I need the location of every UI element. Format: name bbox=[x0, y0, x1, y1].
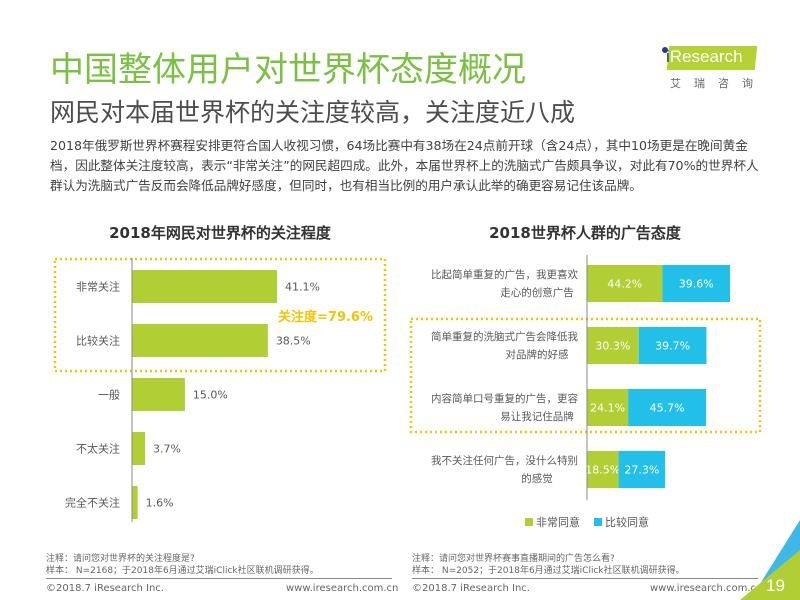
right-copyright: ©2018.7 iResearch Inc. bbox=[412, 583, 530, 594]
left-divider bbox=[46, 578, 392, 579]
bar-3 bbox=[132, 378, 185, 411]
legend-label-very-agree: 非常同意 bbox=[536, 515, 580, 529]
legend-swatch-agree bbox=[594, 518, 602, 526]
bar-segment-agree-3 bbox=[628, 389, 707, 426]
page-title: 中国整体用户对世界杯态度概况 bbox=[50, 50, 526, 90]
corner-decoration bbox=[740, 520, 800, 600]
right-sample: 样本： N=2052；于2018年6月通过艾瑞iClick社区联机调研获得。 bbox=[412, 566, 685, 576]
category-label-line2: 易让我记住品牌 bbox=[500, 410, 574, 423]
page-subtitle: 网民对本届世界杯的关注度较高，关注度近八成 bbox=[50, 98, 576, 127]
left-sample: 样本： N=2168；于2018年6月通过艾瑞iClick社区联机调研获得。 bbox=[46, 566, 319, 576]
bar-segment-very-agree-4 bbox=[587, 451, 619, 488]
right-website-link[interactable]: www.iresearch.com.cn bbox=[650, 583, 763, 594]
segment-value-label: 18.5% bbox=[585, 464, 620, 477]
bar-segment-agree-2 bbox=[638, 327, 707, 364]
value-label: 41.1% bbox=[285, 281, 320, 294]
attention-annotation: 关注度=79.6% bbox=[278, 309, 373, 325]
bar-2 bbox=[132, 324, 268, 357]
category-label: 非常关注 bbox=[76, 280, 120, 294]
value-label: 15.0% bbox=[193, 389, 228, 402]
category-label-line1: 内容简单口号重复的广告，更容 bbox=[431, 392, 578, 405]
description-paragraph: 2018年俄罗斯世界杯赛程安排更符合国人收视习惯，64场比赛中有38场在24点前… bbox=[50, 138, 759, 193]
left-chart-title: 2018年网民对世界杯的关注程度 bbox=[109, 224, 331, 242]
right-note: 注释：请问您对世界杯赛事直播期间的广告怎么看? bbox=[412, 554, 615, 564]
bar-segment-very-agree-1 bbox=[587, 265, 663, 302]
category-label-line1: 我不关注任何广告，没什么特别 bbox=[431, 454, 578, 467]
left-website-link[interactable]: www.iresearch.com.cn bbox=[286, 583, 399, 594]
iresearch-logo: iResearch 艾瑞咨询 bbox=[660, 44, 760, 94]
left-copyright: ©2018.7 iResearch Inc. bbox=[46, 583, 164, 594]
legend-swatch-very-agree bbox=[525, 518, 533, 526]
highlight-box bbox=[409, 317, 762, 434]
bar-segment-very-agree-3 bbox=[587, 389, 629, 426]
logo-chinese-name: 艾瑞咨询 bbox=[670, 77, 766, 90]
bar-segment-agree-4 bbox=[618, 451, 666, 488]
segment-value-label: 24.1% bbox=[590, 402, 625, 415]
left-note: 注释：请问您对世界杯的关注程度是? bbox=[46, 554, 195, 564]
segment-value-label: 30.3% bbox=[595, 340, 630, 353]
highlight-box bbox=[53, 257, 387, 373]
category-label: 完全不关注 bbox=[65, 496, 120, 510]
bar-segment-very-agree-2 bbox=[587, 327, 639, 364]
right-chart-title: 2018世界杯人群的广告态度 bbox=[489, 224, 681, 242]
page-number: 19 bbox=[766, 576, 785, 595]
category-label-line2: 对品牌的好感 bbox=[506, 348, 569, 361]
logo-text: iResearch bbox=[666, 47, 743, 66]
bar-segment-agree-1 bbox=[662, 265, 730, 302]
attention-bar-chart: 非常关注 41.1% 比较关注 38.5% 一般 15.0% 不太关注 3.7% 完全不关注 1.… bbox=[53, 257, 387, 522]
segment-value-label: 27.3% bbox=[624, 464, 659, 477]
segment-value-label: 44.2% bbox=[607, 278, 642, 291]
category-label-line2: 的感觉 bbox=[521, 472, 553, 485]
legend-label-agree: 比较同意 bbox=[605, 515, 649, 529]
category-label: 不太关注 bbox=[76, 442, 120, 456]
segment-value-label: 45.7% bbox=[650, 402, 685, 415]
category-label: 一般 bbox=[98, 389, 120, 402]
category-label-line2: 走心的创意广告 bbox=[500, 286, 574, 299]
value-label: 38.5% bbox=[276, 335, 311, 348]
logo-dot-icon bbox=[662, 47, 668, 53]
bar-5 bbox=[132, 486, 138, 519]
value-label: 1.6% bbox=[146, 497, 174, 510]
value-label: 3.7% bbox=[153, 443, 181, 456]
category-label-line1: 比起简单重复的广告，我更喜欢 bbox=[431, 268, 578, 281]
category-label: 比较关注 bbox=[76, 334, 120, 348]
right-divider bbox=[412, 578, 758, 579]
segment-value-label: 39.7% bbox=[655, 340, 690, 353]
bar-1 bbox=[132, 270, 277, 303]
corner-green-shape bbox=[740, 550, 800, 600]
category-label-line1: 简单重复的洗脑式广告会降低我 bbox=[431, 330, 578, 343]
bar-4 bbox=[132, 432, 146, 465]
segment-value-label: 39.6% bbox=[679, 278, 714, 291]
